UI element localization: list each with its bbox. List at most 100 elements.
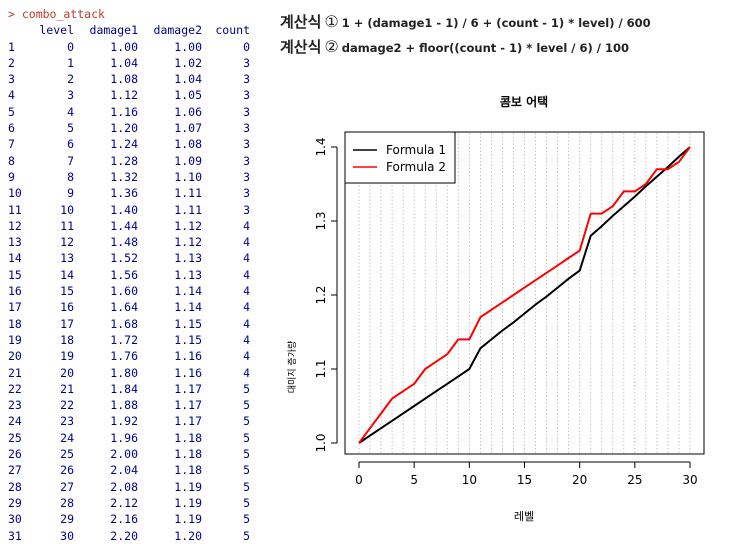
row-level: 1 bbox=[67, 55, 74, 70]
row-count: 3 bbox=[243, 169, 250, 184]
row-damage2: 1.17 bbox=[174, 414, 202, 429]
row-index: 3 bbox=[8, 72, 15, 87]
row-index: 27 bbox=[8, 463, 22, 478]
row-damage1: 1.32 bbox=[110, 169, 138, 184]
row-level: 28 bbox=[60, 495, 74, 510]
row-damage2: 1.19 bbox=[174, 495, 202, 510]
x-tick-label: 25 bbox=[627, 473, 642, 487]
row-count: 4 bbox=[243, 300, 250, 315]
table-row: 17 16 1.64 1.14 4 bbox=[8, 299, 270, 315]
row-index: 15 bbox=[8, 267, 22, 282]
row-damage1: 2.04 bbox=[110, 463, 138, 478]
series-line-2 bbox=[358, 146, 691, 444]
row-level: 10 bbox=[60, 202, 74, 217]
row-level: 4 bbox=[67, 104, 74, 119]
row-index: 18 bbox=[8, 316, 22, 331]
formula-2: 계산식 ② damage2 + floor((count - 1) * level … bbox=[280, 36, 629, 57]
row-count: 4 bbox=[243, 316, 250, 331]
row-index: 20 bbox=[8, 349, 22, 364]
row-count: 0 bbox=[243, 39, 250, 54]
row-damage1: 1.40 bbox=[110, 202, 138, 217]
row-count: 3 bbox=[243, 137, 250, 152]
console-prompt: > combo_attack bbox=[8, 7, 105, 21]
x-tick-label: 5 bbox=[410, 473, 418, 487]
row-damage1: 1.04 bbox=[110, 55, 138, 70]
x-tick-label: 15 bbox=[517, 473, 532, 487]
row-level: 2 bbox=[67, 72, 74, 87]
row-damage2: 1.10 bbox=[174, 169, 202, 184]
row-damage2: 1.08 bbox=[174, 137, 202, 152]
row-damage2: 1.14 bbox=[174, 284, 202, 299]
table-row: 23 22 1.88 1.17 5 bbox=[8, 397, 270, 413]
row-damage1: 1.76 bbox=[110, 349, 138, 364]
row-damage1: 1.08 bbox=[110, 72, 138, 87]
row-level: 12 bbox=[60, 235, 74, 250]
x-tick-label: 20 bbox=[572, 473, 587, 487]
row-damage1: 1.84 bbox=[110, 381, 138, 396]
row-damage2: 1.12 bbox=[174, 235, 202, 250]
row-level: 6 bbox=[67, 137, 74, 152]
row-level: 14 bbox=[60, 267, 74, 282]
formula-2-expression: damage2 + floor((count - 1) * level / 6)… bbox=[341, 41, 629, 55]
row-count: 3 bbox=[243, 202, 250, 217]
row-damage2: 1.11 bbox=[174, 186, 202, 201]
legend: Formula 1 Formula 2 bbox=[344, 131, 456, 184]
table-row: 27 26 2.04 1.18 5 bbox=[8, 462, 270, 478]
row-damage1: 2.12 bbox=[110, 495, 138, 510]
row-level: 29 bbox=[60, 512, 74, 527]
row-index: 17 bbox=[8, 300, 22, 315]
row-damage2: 1.19 bbox=[174, 479, 202, 494]
formula-2-number: ② bbox=[324, 37, 339, 56]
row-count: 3 bbox=[243, 55, 250, 70]
row-index: 10 bbox=[8, 186, 22, 201]
row-damage2: 1.18 bbox=[174, 447, 202, 462]
row-damage1: 1.36 bbox=[110, 186, 138, 201]
row-level: 30 bbox=[60, 528, 74, 543]
table-row: 3 2 1.08 1.04 3 bbox=[8, 71, 270, 87]
row-level: 0 bbox=[67, 39, 74, 54]
row-index: 26 bbox=[8, 447, 22, 462]
header-count: count bbox=[215, 23, 250, 38]
header-level: level bbox=[39, 23, 74, 38]
row-damage2: 1.07 bbox=[174, 121, 202, 136]
row-index: 1 bbox=[8, 39, 15, 54]
row-level: 7 bbox=[67, 153, 74, 168]
header-index bbox=[8, 22, 30, 38]
row-damage2: 1.05 bbox=[174, 88, 202, 103]
row-index: 21 bbox=[8, 365, 22, 380]
r-console-output: > combo_attack level damage1 damage2 cou… bbox=[8, 6, 270, 544]
row-level: 24 bbox=[60, 430, 74, 445]
row-level: 16 bbox=[60, 300, 74, 315]
row-index: 22 bbox=[8, 381, 22, 396]
row-level: 26 bbox=[60, 463, 74, 478]
row-count: 4 bbox=[243, 218, 250, 233]
row-level: 27 bbox=[60, 479, 74, 494]
row-count: 5 bbox=[243, 512, 250, 527]
row-damage1: 2.00 bbox=[110, 447, 138, 462]
legend-label: Formula 2 bbox=[386, 160, 446, 174]
header-damage2: damage2 bbox=[153, 23, 202, 38]
y-tick-label: 1.3 bbox=[314, 211, 328, 230]
row-count: 5 bbox=[243, 495, 250, 510]
row-damage2: 1.16 bbox=[174, 349, 202, 364]
table-row: 5 4 1.16 1.06 3 bbox=[8, 104, 270, 120]
row-count: 5 bbox=[243, 447, 250, 462]
table-row: 7 6 1.24 1.08 3 bbox=[8, 136, 270, 152]
table-row: 9 8 1.32 1.10 3 bbox=[8, 169, 270, 185]
row-count: 5 bbox=[243, 528, 250, 543]
row-damage2: 1.02 bbox=[174, 55, 202, 70]
table-row: 20 19 1.76 1.16 4 bbox=[8, 348, 270, 364]
table-row: 2 1 1.04 1.02 3 bbox=[8, 55, 270, 71]
row-damage1: 1.64 bbox=[110, 300, 138, 315]
table-row: 8 7 1.28 1.09 3 bbox=[8, 153, 270, 169]
row-count: 4 bbox=[243, 332, 250, 347]
row-damage1: 1.16 bbox=[110, 104, 138, 119]
row-damage1: 2.20 bbox=[110, 528, 138, 543]
row-level: 17 bbox=[60, 316, 74, 331]
formula-1-label: 계산식 bbox=[280, 13, 322, 31]
row-damage2: 1.13 bbox=[174, 267, 202, 282]
row-level: 15 bbox=[60, 284, 74, 299]
row-damage1: 1.96 bbox=[110, 430, 138, 445]
row-damage2: 1.16 bbox=[174, 365, 202, 380]
row-index: 19 bbox=[8, 332, 22, 347]
